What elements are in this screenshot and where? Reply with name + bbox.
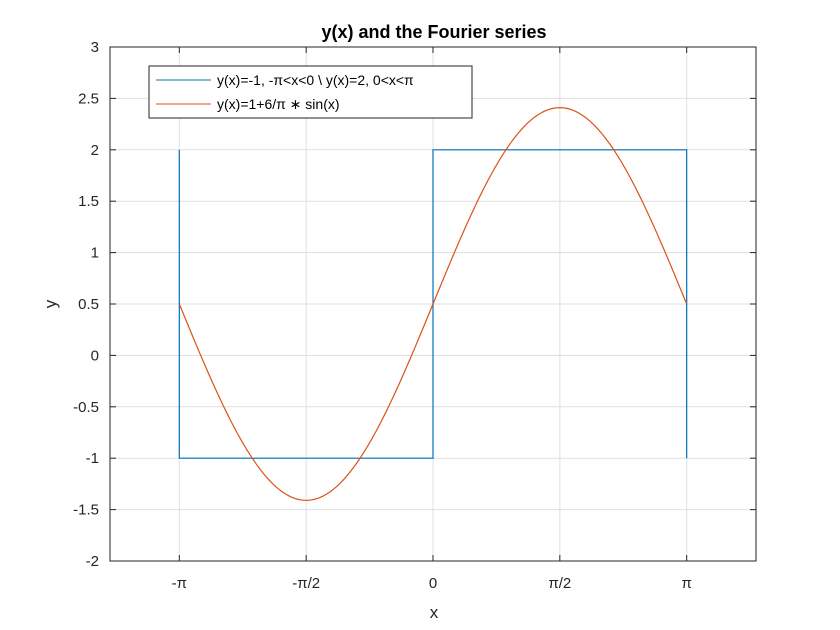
x-tick-labels: -π -π/2 0 π/2 π <box>172 575 692 592</box>
series-layer <box>178 107 688 501</box>
y-tick-label: 3 <box>91 39 99 56</box>
y-tick-label: -1.5 <box>73 502 99 519</box>
y-tick-label: 2.5 <box>78 90 99 107</box>
y-tick-label: 1.5 <box>78 193 99 210</box>
y-tick-label: 1 <box>91 245 99 262</box>
x-tick-label: -π/2 <box>292 575 320 592</box>
y-tick-labels: 3 2.5 2 1.5 1 0.5 0 -0.5 -1 -1.5 -2 <box>73 39 99 570</box>
tick-marks <box>110 46 756 562</box>
series-fourier <box>178 107 688 501</box>
x-tick-label: -π <box>172 575 187 592</box>
y-tick-label: 2 <box>91 142 99 159</box>
legend-label-fourier: y(x)=1+6/π ∗ sin(x) <box>217 96 340 112</box>
x-tick-label: π <box>682 575 692 592</box>
y-tick-label: -0.5 <box>73 399 99 416</box>
y-axis-label: y <box>41 299 60 308</box>
x-axis-label: x <box>430 603 439 622</box>
chart-title: y(x) and the Fourier series <box>321 22 546 42</box>
y-tick-label: -2 <box>86 553 99 570</box>
x-tick-label: 0 <box>429 575 437 592</box>
y-tick-label: -1 <box>86 450 99 467</box>
x-tick-label: π/2 <box>548 575 571 592</box>
legend-label-square-wave: y(x)=-1, -π<x<0 \ y(x)=2, 0<x<π <box>217 72 414 88</box>
y-tick-label: 0 <box>91 347 99 364</box>
legend: y(x)=-1, -π<x<0 \ y(x)=2, 0<x<π y(x)=1+6… <box>148 65 473 119</box>
y-tick-label: 0.5 <box>78 296 99 313</box>
legend-box <box>148 65 473 119</box>
